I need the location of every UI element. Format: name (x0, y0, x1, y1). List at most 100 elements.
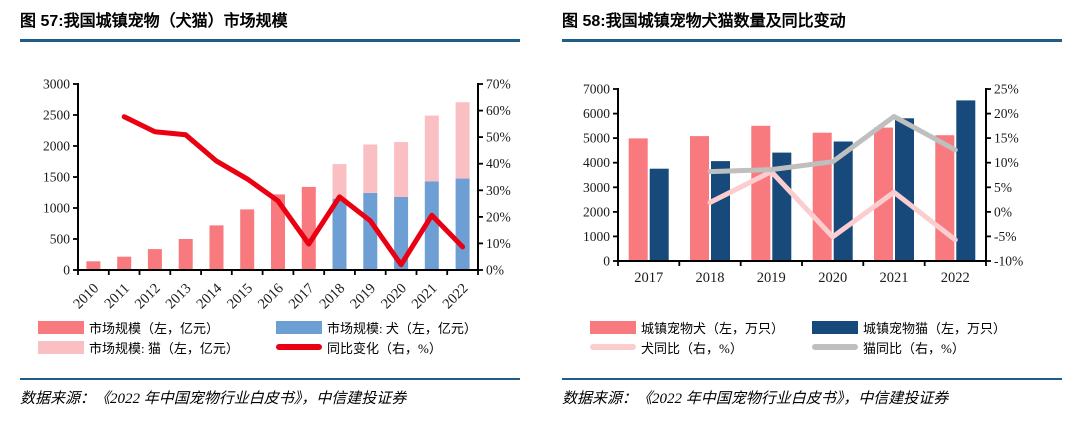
x-axis-label: 2018 (317, 281, 349, 313)
y-axis-label: 2000 (43, 139, 70, 154)
bar-segment (874, 127, 893, 261)
x-axis-label: 2021 (409, 281, 441, 313)
bar-segment (147, 249, 162, 270)
x-axis-label: 2020 (378, 281, 410, 313)
figure-57-title-rule (20, 39, 520, 42)
line-series (121, 114, 466, 268)
figure-58-panel: 图 58:我国城镇宠物犬猫数量及同比变动 0 1000 2000 3000 4000 50… (540, 0, 1080, 424)
legend-bar-swatch (38, 340, 84, 354)
x-axis-label: 2012 (132, 281, 164, 313)
x-axis-label: 2015 (224, 281, 256, 313)
legend-item: 城镇宠物犬（左，万只） (590, 319, 812, 336)
x-axis-label: 2022 (440, 281, 472, 313)
x-axis-label: 2011 (102, 281, 133, 312)
y-axis-label: 7000 (583, 82, 610, 97)
x-axis-label: 2013 (163, 281, 195, 313)
y-axis-label: -5% (994, 229, 1017, 244)
y-axis-label: 5000 (583, 131, 610, 146)
legend-item: 市场规模（左，亿元） (38, 319, 276, 336)
bar-segment (240, 209, 255, 270)
bar-segment (117, 256, 132, 270)
figure-58-chart: 0 1000 2000 3000 4000 5000 6000 7000 -10% -5% 0% 5%… (583, 82, 1023, 287)
y-axis-label: 30% (486, 183, 511, 198)
y-axis-label: 500 (50, 232, 71, 247)
y-axis-label: 1000 (583, 229, 610, 244)
x-axis-label: 2022 (941, 270, 970, 286)
legend-bar-swatch (590, 320, 636, 334)
legend-label: 城镇宠物猫（左，万只） (863, 320, 1007, 336)
figure-58-title: 图 58:我国城镇宠物犬猫数量及同比变动 (562, 13, 846, 30)
figure-58-title-rule (562, 39, 1062, 42)
legend-item: 犬同比（右，%） (590, 339, 812, 356)
y-axis-label: 0% (994, 204, 1012, 219)
bar-segment (363, 192, 378, 270)
bar-segment (363, 144, 378, 193)
y-axis-label: 1500 (43, 170, 70, 185)
bar-segment (711, 161, 730, 261)
figure-58-source: 数据来源：《2022 年中国宠物行业白皮书》，中信建投证券 (562, 391, 949, 407)
x-axis-label: 2020 (818, 270, 847, 286)
legend-item: 市场规模: 猫（左，亿元） (38, 339, 276, 356)
x-axis-label: 2019 (757, 270, 786, 286)
line-series (707, 114, 958, 175)
bar-segment (271, 194, 285, 270)
y-axis-label: 3000 (583, 180, 610, 195)
y-axis-label: 40% (486, 156, 511, 171)
y-axis-label: 20% (994, 106, 1019, 121)
figure-57-chart: 0 500 1000 1500 2000 2500 3000 0% 10% 20% 30% 40% 50… (43, 77, 511, 313)
bar-segment (628, 138, 648, 261)
bar-segment (455, 102, 470, 179)
x-axis-label: 2019 (347, 281, 379, 313)
figure-57-title: 图 57:我国城镇宠物（犬猫）市场规模 (20, 13, 288, 30)
bar-segment (424, 181, 439, 270)
bar-segment (935, 135, 955, 261)
bar-segment (649, 168, 669, 261)
bar-segment (895, 118, 914, 261)
legend-label: 猫同比（右，%） (863, 340, 965, 356)
y-axis-label: -10% (994, 254, 1023, 269)
x-axis-label: 2018 (696, 270, 725, 286)
legend-item: 城镇宠物猫（左，万只） (812, 319, 1062, 336)
y-axis-label: 0% (486, 263, 504, 278)
y-axis-label: 10% (994, 155, 1019, 170)
legend-line-swatch (276, 344, 322, 350)
y-axis-label: 25% (994, 82, 1019, 97)
bar-segment (956, 100, 976, 262)
bar-segment (394, 196, 409, 270)
legend-bar-swatch (812, 320, 858, 334)
y-axis-label: 60% (486, 103, 511, 118)
figure-58-source-rule (562, 378, 1062, 380)
y-axis-label: 0 (603, 254, 610, 269)
legend-item: 猫同比（右，%） (812, 339, 1062, 356)
bar-segment (178, 239, 193, 270)
legend-bar-swatch (38, 320, 84, 334)
x-axis-label: 2014 (194, 280, 226, 312)
bar-segment (751, 125, 771, 261)
bar-segment (301, 186, 316, 270)
bar-segment (812, 132, 832, 261)
x-axis-label: 2021 (880, 270, 909, 286)
figure-58-legend: 城镇宠物犬（左，万只） 城镇宠物猫（左，万只） 犬同比（右，%） 猫同比（右，%） (590, 319, 1062, 356)
y-axis-label: 50% (486, 130, 511, 145)
y-axis-label: 6000 (583, 106, 610, 121)
legend-label: 市场规模: 猫（左，亿元） (89, 340, 239, 356)
bar-segment (394, 142, 409, 197)
x-axis-label: 2010 (70, 281, 102, 313)
legend-line-swatch (590, 344, 636, 350)
figure-57-legend: 市场规模（左，亿元） 市场规模: 犬（左，亿元） 市场规模: 猫（左，亿元） 同比变化… (38, 319, 520, 356)
bar-segment (332, 164, 347, 199)
legend-item: 同比变化（右，%） (276, 339, 520, 356)
figure-57-panel: 图 57:我国城镇宠物（犬猫）市场规模 0 500 1000 1500 2000 2500… (20, 13, 520, 407)
x-axis-label: 2017 (634, 270, 663, 286)
bar-segment (690, 136, 709, 261)
y-axis-label: 1000 (43, 201, 70, 216)
y-axis-label: 15% (994, 131, 1019, 146)
y-axis-label: 3000 (43, 77, 70, 92)
bar-segment (455, 178, 470, 270)
y-axis-label: 2500 (43, 108, 70, 123)
y-axis-label: 4000 (583, 155, 610, 170)
y-axis-label: 0 (63, 263, 70, 278)
bar-segment (332, 198, 347, 270)
legend-item: 市场规模: 犬（左，亿元） (276, 319, 520, 336)
